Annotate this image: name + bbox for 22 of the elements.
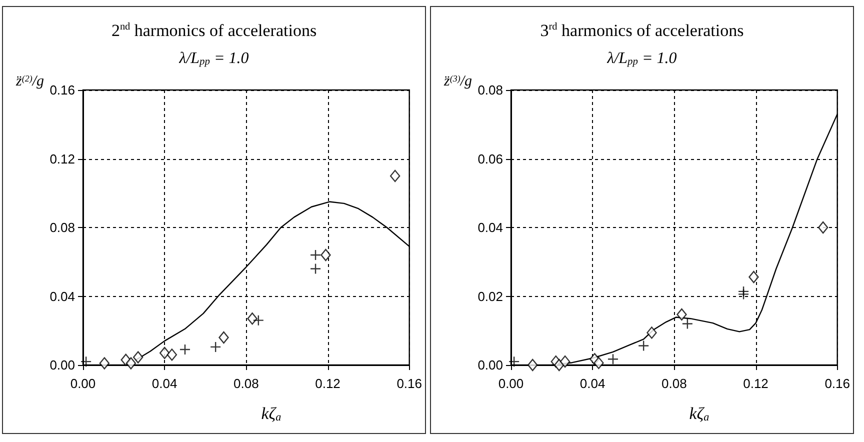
x-tick-label: 0.04 xyxy=(152,376,178,391)
x-tick-label: 0.08 xyxy=(234,376,259,391)
x-tick-label: 0.04 xyxy=(580,376,606,391)
y-tick-label: 0.02 xyxy=(478,288,503,304)
y-tick-label: 0.00 xyxy=(478,358,503,372)
y-tick-label: 0.00 xyxy=(50,358,75,372)
y-tick-label: 0.12 xyxy=(50,151,75,166)
y-tick-label: 0.04 xyxy=(478,220,503,235)
x-tick-label: 0.08 xyxy=(662,376,687,391)
x-axis-title: kζa xyxy=(689,404,710,424)
y-tick-label: 0.06 xyxy=(478,151,503,166)
x-axis-title: kζa xyxy=(261,404,282,424)
x-tick-label: 0.12 xyxy=(743,376,768,391)
x-tick-label: 0.16 xyxy=(824,376,850,391)
x-tick-label: 0.00 xyxy=(70,376,96,391)
x-tick-label: 0.12 xyxy=(315,376,340,391)
y-tick-label: 0.04 xyxy=(50,288,75,304)
y-tick-label: 0.08 xyxy=(478,82,503,98)
y-tick-label: 0.16 xyxy=(50,82,75,98)
y-tick-label: 0.08 xyxy=(50,220,75,235)
x-tick-label: 0.16 xyxy=(396,376,422,391)
x-tick-label: 0.00 xyxy=(498,376,524,391)
